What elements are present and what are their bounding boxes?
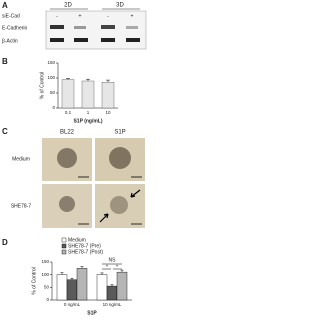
- sign: -: [56, 13, 58, 19]
- column-header: S1P: [114, 130, 125, 136]
- y-tick-label: 150: [41, 259, 49, 264]
- panel-label: C: [2, 127, 8, 136]
- blot: [45, 10, 147, 50]
- legend-label: SHE78-7 (Post): [68, 249, 103, 255]
- bar: [66, 279, 78, 301]
- x-tick-label: 10 ng/mL: [103, 302, 122, 307]
- panel-label: A: [2, 1, 8, 10]
- band: [50, 38, 64, 42]
- row-label: SHE78-7: [11, 203, 32, 209]
- spheroid: [59, 196, 75, 212]
- arrow: [99, 213, 109, 223]
- y-tick-label: 50: [50, 90, 56, 95]
- condition: 3D: [116, 3, 124, 9]
- y-tick-label: 150: [47, 60, 55, 65]
- spheroid: [110, 196, 128, 214]
- x-tick-label: 0.1: [65, 110, 72, 115]
- sign: -: [107, 13, 109, 19]
- row-label: Medium: [12, 156, 30, 162]
- band: [101, 38, 115, 42]
- error-bar: [66, 78, 70, 80]
- bar: [56, 274, 68, 301]
- y-tick-label: 100: [47, 75, 55, 80]
- spheroid: [109, 147, 131, 169]
- error-bar: [60, 272, 64, 275]
- x-axis-label: S1P (ng/mL): [73, 118, 102, 124]
- row-label: E-Cadherin: [2, 25, 28, 31]
- annotation: *: [106, 264, 108, 270]
- error-bar: [106, 79, 110, 83]
- error-bar: [120, 269, 124, 273]
- micrographs: [42, 138, 145, 228]
- band: [126, 26, 138, 29]
- band: [50, 25, 64, 29]
- page: {"panel_a": {"label": "A", "conditions":…: [0, 0, 150, 322]
- error-bar: [70, 277, 74, 280]
- x-tick-label: 0 ng/mL: [64, 302, 81, 307]
- spheroid: [57, 148, 77, 168]
- row-label: β-Actin: [2, 38, 18, 44]
- y-tick-label: 0: [52, 105, 55, 110]
- y-tick-label: 0: [46, 297, 49, 302]
- x-axis-label: S1P: [87, 310, 97, 316]
- error-bar: [86, 78, 90, 81]
- panel-label: B: [2, 57, 8, 66]
- band: [101, 25, 115, 29]
- bar: [96, 274, 108, 301]
- column-header: BL22: [60, 130, 75, 136]
- legend-swatch: [61, 243, 67, 249]
- legend-swatch: [61, 237, 67, 243]
- sign: +: [131, 13, 134, 19]
- bar: [61, 79, 75, 109]
- y-tick-label: 100: [41, 272, 49, 277]
- error-bar: [100, 272, 104, 275]
- annotation: NS: [109, 257, 117, 263]
- error-bar: [80, 266, 84, 269]
- y-axis-label: % of Control: [31, 267, 37, 295]
- annotation: *: [116, 264, 118, 270]
- x-tick-label: 10: [105, 110, 111, 115]
- legend-label: Medium: [68, 237, 86, 243]
- bar: [106, 285, 118, 301]
- band: [74, 26, 86, 29]
- error-bar: [110, 284, 114, 287]
- legend-swatch: [61, 249, 67, 255]
- condition: 2D: [64, 3, 72, 9]
- bar: [76, 268, 88, 301]
- row-label: siE-Cad: [2, 13, 20, 19]
- sign: +: [79, 13, 82, 19]
- bar: [81, 80, 95, 109]
- figure: A 2D 3D siE-Cad - + - + E-Cadherin β-Act…: [2, 1, 147, 316]
- x-tick-label: 1: [87, 110, 90, 115]
- y-tick-label: 50: [44, 285, 50, 290]
- legend-label: SHE78-7 (Pre): [68, 243, 101, 249]
- band: [126, 38, 140, 42]
- arrow: [130, 189, 141, 198]
- band: [74, 38, 88, 42]
- y-axis-label: % of Control: [39, 72, 45, 100]
- bar: [101, 81, 115, 109]
- bar: [116, 271, 128, 301]
- panel-label: D: [2, 238, 8, 247]
